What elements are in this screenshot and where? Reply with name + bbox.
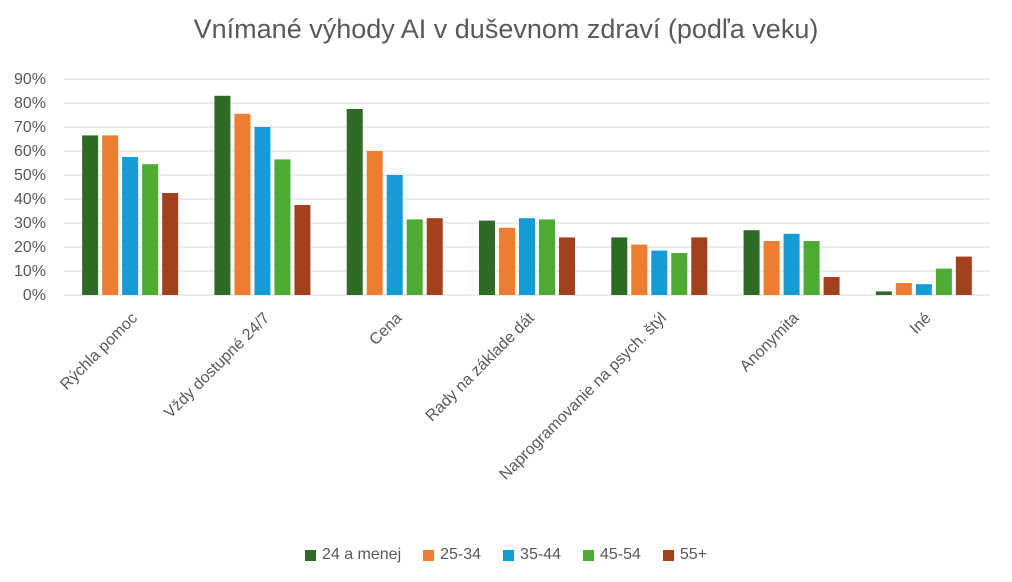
bar	[935, 268, 952, 295]
y-tick-label: 30%	[14, 215, 46, 232]
bar	[102, 135, 119, 295]
bar	[539, 219, 555, 295]
bar	[162, 193, 179, 295]
bar	[783, 233, 800, 295]
y-tick-label: 0%	[23, 287, 46, 304]
bars	[82, 95, 972, 295]
bar	[294, 205, 311, 295]
bar	[406, 219, 423, 295]
bar	[386, 175, 403, 295]
legend-swatch	[304, 549, 316, 561]
bar	[763, 241, 780, 295]
y-tick-label: 40%	[14, 191, 46, 208]
legend-item: 24 a menej	[304, 546, 402, 564]
bar	[499, 227, 515, 295]
bar	[142, 164, 159, 295]
bar	[671, 253, 688, 295]
legend-swatch	[423, 549, 435, 561]
legend: 24 a menej 25-34 35-44 45-54 55+	[0, 546, 1012, 564]
legend-item: 55+	[662, 546, 708, 564]
legend-swatch	[503, 549, 515, 561]
y-tick-label: 80%	[14, 95, 46, 112]
legend-label: 35-44	[520, 546, 561, 563]
bar	[803, 241, 820, 295]
legend-swatch	[662, 549, 674, 561]
bar	[274, 159, 291, 295]
x-category-label: Iné	[907, 310, 935, 338]
bar	[875, 291, 892, 295]
chart-title: Vnímané výhody AI v duševnom zdraví (pod…	[193, 14, 819, 44]
bar	[611, 237, 628, 295]
legend-label: 24 a menej	[321, 546, 402, 563]
bar	[82, 135, 99, 295]
x-category-label: Rýchla pomoc	[57, 310, 141, 394]
legend-label: 55+	[679, 546, 708, 563]
bar	[631, 244, 648, 295]
bar	[426, 218, 443, 295]
bar	[519, 218, 535, 295]
bar	[559, 237, 575, 295]
bar	[823, 277, 840, 295]
y-tick-label: 50%	[14, 167, 46, 184]
bar	[651, 250, 668, 295]
x-category-label: Vždy dostupné 24/7	[161, 310, 273, 422]
legend-item: 35-44	[503, 546, 561, 564]
bar	[743, 230, 760, 295]
bar	[122, 157, 139, 295]
bar	[691, 237, 708, 295]
y-tick-label: 90%	[14, 71, 46, 88]
y-tick-label: 70%	[14, 119, 46, 136]
bar	[214, 95, 231, 295]
legend-item: 45-54	[582, 546, 641, 564]
y-tick-label: 20%	[14, 239, 46, 256]
y-tick-label: 10%	[14, 263, 46, 280]
legend-label: 25-34	[440, 546, 482, 563]
x-category-label: Cena	[366, 310, 405, 349]
bar	[234, 113, 251, 295]
bar	[955, 256, 972, 295]
x-category-label: Anonymita	[737, 310, 803, 376]
legend-swatch	[582, 549, 594, 561]
y-axis-ticks: 0% 10% 20% 30% 40% 50% 60% 70% 80% 90%	[14, 71, 46, 304]
bar	[915, 284, 932, 295]
bar	[895, 283, 912, 295]
bar	[479, 220, 495, 295]
legend-item: 25-34	[423, 546, 481, 564]
bar	[366, 151, 383, 295]
x-axis-labels: Rýchla pomoc Vždy dostupné 24/7 Cena Rady n…	[57, 309, 934, 483]
bar	[346, 109, 363, 295]
legend-label: 45-54	[599, 546, 641, 563]
y-tick-label: 60%	[14, 143, 46, 160]
bar	[254, 127, 271, 295]
x-category-label: Rady na základe dát	[423, 309, 539, 425]
